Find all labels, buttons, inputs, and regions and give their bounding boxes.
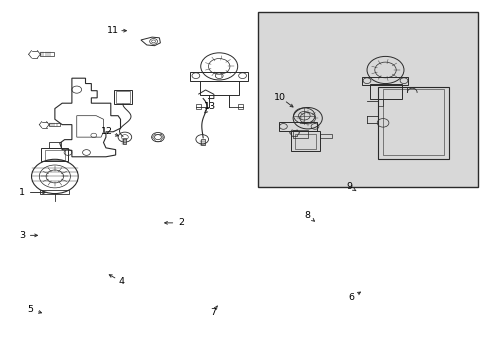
Text: 9: 9	[346, 182, 351, 191]
Bar	[237, 104, 242, 109]
Bar	[201, 139, 204, 145]
Text: 11: 11	[107, 26, 119, 35]
Bar	[45, 150, 64, 160]
Bar	[382, 89, 443, 155]
Text: 3: 3	[19, 231, 25, 240]
Bar	[258, 12, 477, 187]
Bar	[116, 91, 129, 103]
Bar	[292, 130, 307, 138]
Bar	[369, 84, 401, 99]
Text: 7: 7	[209, 308, 216, 317]
Text: 8: 8	[304, 211, 310, 220]
Bar	[41, 148, 68, 161]
Text: 13: 13	[204, 102, 216, 111]
Bar	[190, 72, 248, 81]
Bar	[294, 134, 315, 149]
Bar	[49, 142, 61, 148]
Bar	[114, 90, 131, 104]
Bar	[278, 122, 317, 131]
Bar	[123, 138, 126, 144]
Text: 1: 1	[19, 188, 25, 197]
Bar	[319, 134, 331, 138]
Bar	[362, 77, 407, 85]
Bar	[40, 53, 54, 56]
Bar	[377, 87, 448, 158]
Bar	[290, 131, 319, 152]
Text: 12: 12	[101, 127, 113, 136]
Bar	[377, 99, 382, 107]
Text: 2: 2	[178, 219, 184, 228]
Bar	[196, 104, 201, 109]
Text: 4: 4	[119, 277, 125, 286]
Text: 5: 5	[27, 305, 34, 314]
Bar	[200, 81, 238, 95]
Text: 6: 6	[348, 293, 354, 302]
Bar	[40, 190, 69, 194]
Bar	[49, 123, 60, 126]
Text: 10: 10	[273, 93, 285, 102]
